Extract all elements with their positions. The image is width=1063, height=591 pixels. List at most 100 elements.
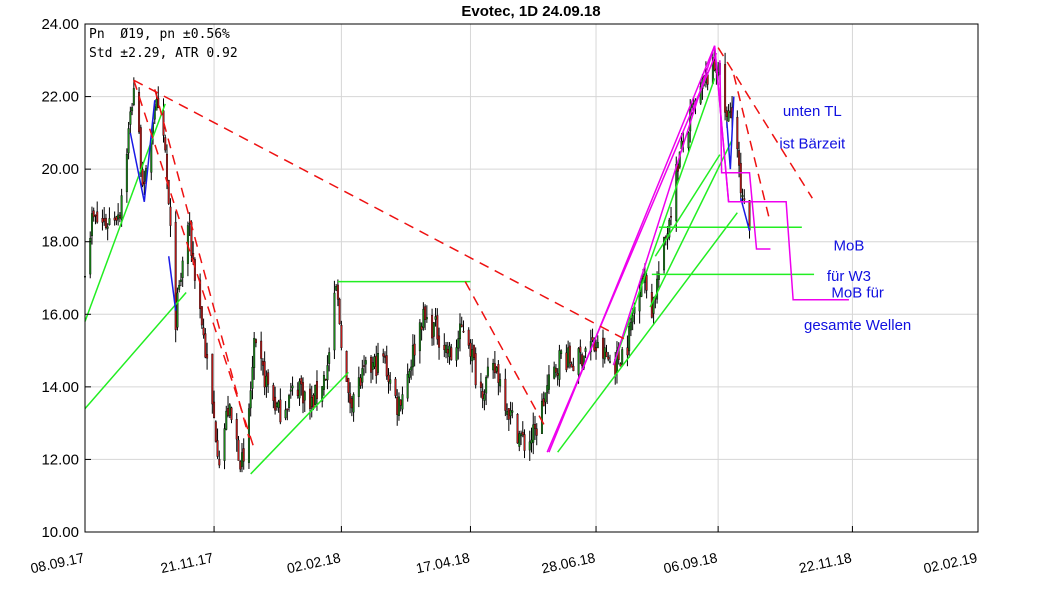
annotation-text: MoB	[834, 237, 865, 254]
candle-body	[595, 347, 598, 352]
candle-body	[479, 381, 482, 388]
candle-body	[373, 356, 376, 367]
candle-body	[511, 410, 514, 413]
candle-body	[216, 440, 219, 457]
candle-body	[629, 321, 632, 331]
candle-body	[556, 373, 559, 376]
candle-body	[528, 441, 531, 451]
blue-wave-line	[726, 96, 735, 170]
candle-body	[389, 379, 392, 384]
candle-body	[315, 381, 318, 399]
candle-body	[253, 337, 256, 368]
candle-body	[336, 284, 339, 300]
candle-body	[228, 404, 231, 416]
annotation-text: MoB für	[831, 285, 884, 302]
candle-body	[324, 379, 327, 381]
candle-body	[408, 370, 411, 378]
candle-body	[272, 384, 275, 401]
candle-body	[211, 353, 214, 405]
candle-body	[397, 396, 400, 416]
candle-body	[326, 365, 329, 381]
candle-body	[472, 345, 475, 359]
candle-body	[483, 394, 486, 401]
candle-body	[406, 373, 409, 399]
candle-body	[626, 347, 629, 356]
candle-body	[713, 60, 716, 71]
candle-body	[165, 153, 168, 181]
candle-body	[619, 363, 622, 367]
candle-body	[375, 355, 378, 376]
candle-body	[495, 367, 498, 372]
candle-body	[591, 337, 594, 341]
candle-body	[223, 428, 226, 461]
candle-body	[188, 223, 191, 225]
y-tick-label: 22.00	[41, 89, 79, 106]
candle-body	[352, 394, 355, 413]
candle-body	[572, 365, 575, 372]
y-tick-label: 24.00	[41, 16, 79, 33]
candle-body	[277, 401, 280, 408]
candle-body	[443, 344, 446, 351]
candle-body	[607, 356, 610, 360]
candle-body	[645, 275, 648, 291]
candle-body	[120, 195, 123, 220]
candle-body	[603, 347, 606, 360]
candle-body	[434, 316, 437, 320]
candle-body	[399, 399, 402, 406]
candle-body	[385, 355, 388, 377]
candle-body	[743, 198, 746, 201]
candle-body	[499, 379, 502, 387]
candle-body	[143, 181, 146, 185]
candle-body	[656, 278, 659, 300]
candle-body	[179, 279, 182, 282]
y-tick-label: 20.00	[41, 161, 79, 178]
candle-body	[459, 323, 461, 340]
candle-body	[321, 386, 324, 402]
candle-body	[118, 215, 121, 218]
candle-body	[127, 128, 130, 154]
candle-body	[225, 410, 228, 430]
candle-body	[558, 350, 561, 380]
candle-body	[279, 399, 282, 423]
candle-body	[467, 329, 470, 346]
candle-body	[132, 88, 135, 105]
candle-body	[540, 400, 543, 434]
red-dashed-trendline	[154, 89, 250, 438]
candle-body	[675, 164, 678, 221]
candle-body	[141, 169, 144, 186]
candle-body	[174, 221, 177, 330]
candle-body	[239, 461, 242, 470]
candle-body	[286, 408, 289, 411]
candle-body	[738, 150, 741, 166]
candle-body	[568, 345, 571, 364]
candle-body	[345, 350, 348, 382]
candle-body	[497, 364, 500, 383]
candle-body	[275, 403, 278, 408]
candle-body	[547, 374, 550, 390]
candle-body	[544, 392, 547, 403]
candle-body	[727, 110, 730, 122]
candle-body	[204, 333, 207, 358]
candle-body	[445, 344, 448, 353]
candle-body	[206, 354, 209, 359]
candle-body	[481, 391, 484, 399]
red-dashed-trendline	[133, 80, 255, 449]
candle-body	[263, 361, 266, 388]
candle-body	[322, 374, 325, 390]
candle-body	[401, 394, 404, 410]
candle-body	[92, 210, 95, 218]
candle-body	[338, 299, 341, 325]
candle-body	[251, 366, 254, 389]
candle-body	[631, 315, 634, 323]
candle-body	[199, 279, 202, 309]
candle-body	[314, 385, 317, 405]
candle-body	[507, 408, 510, 420]
magenta-wave-line	[612, 45, 730, 366]
candle-body	[103, 218, 106, 222]
candle-body	[609, 361, 611, 363]
candle-body	[237, 439, 240, 461]
candle-body	[213, 401, 216, 419]
annotation-text: ist Bärzeit	[779, 136, 846, 153]
red-dashed-trendline	[733, 74, 770, 217]
candle-body	[104, 217, 107, 228]
